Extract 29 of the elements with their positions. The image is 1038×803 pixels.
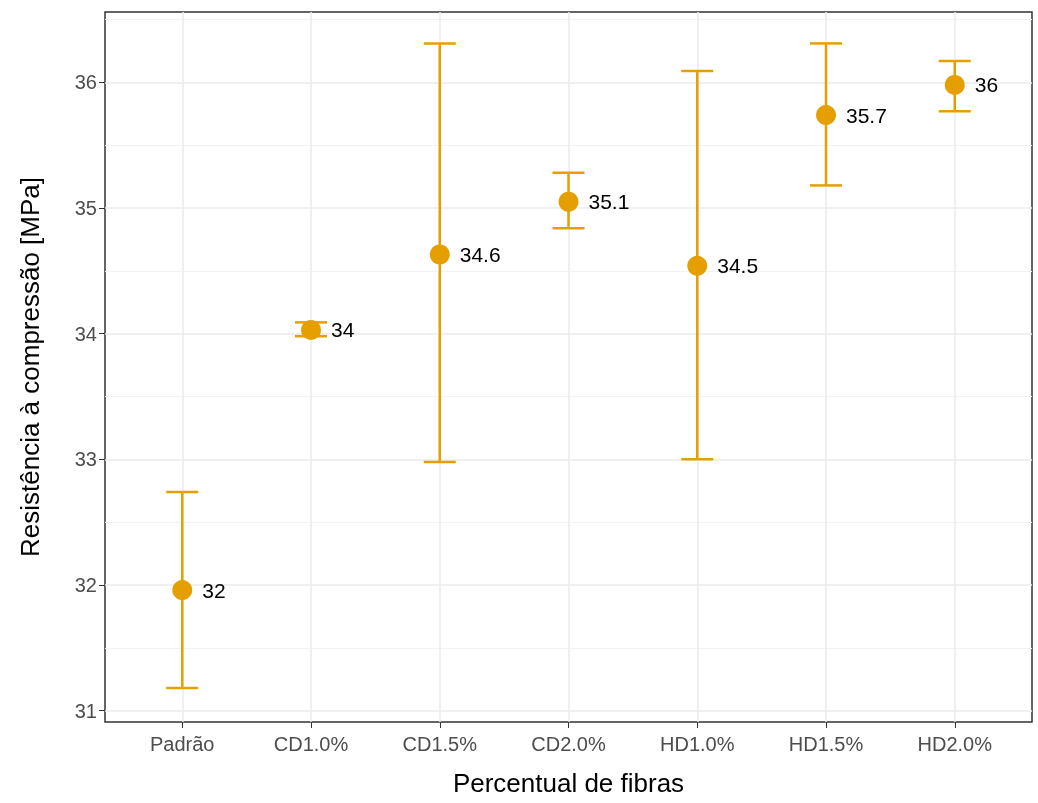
data-label: 34.6: [459, 243, 501, 267]
point: [558, 191, 579, 212]
data-label: 34: [331, 318, 355, 342]
point: [944, 74, 965, 95]
point: [429, 244, 450, 265]
x-tick-label: CD2.0%: [531, 733, 606, 755]
data-label: 36: [974, 73, 999, 97]
data-label: 32: [202, 578, 226, 602]
point: [172, 580, 193, 601]
y-tick-label: 32: [74, 574, 97, 597]
y-tick-label: 34: [74, 322, 97, 345]
data-label: 35.1: [588, 190, 630, 214]
y-tick-label: 35: [74, 197, 97, 220]
y-axis-title: Resistência à compressão [MPa]: [15, 176, 45, 558]
x-tick-label: HD2.0%: [917, 733, 993, 755]
x-axis-title: Percentual de fibras: [452, 768, 685, 798]
data-label: 34.5: [717, 254, 759, 278]
x-tick-label: HD1.5%: [788, 733, 864, 755]
x-tick-label: CD1.0%: [273, 733, 349, 755]
point: [301, 319, 321, 340]
data-label: 35.7: [846, 103, 887, 127]
point: [816, 105, 836, 126]
x-tick-label: CD1.5%: [402, 733, 478, 755]
y-tick-label: 36: [74, 71, 97, 94]
y-tick-label: 33: [74, 448, 97, 471]
point: [687, 255, 708, 276]
x-tick-label: Padrão: [150, 733, 215, 755]
x-tick-label: HD1.0%: [660, 733, 735, 755]
y-tick-label: 31: [74, 699, 97, 722]
